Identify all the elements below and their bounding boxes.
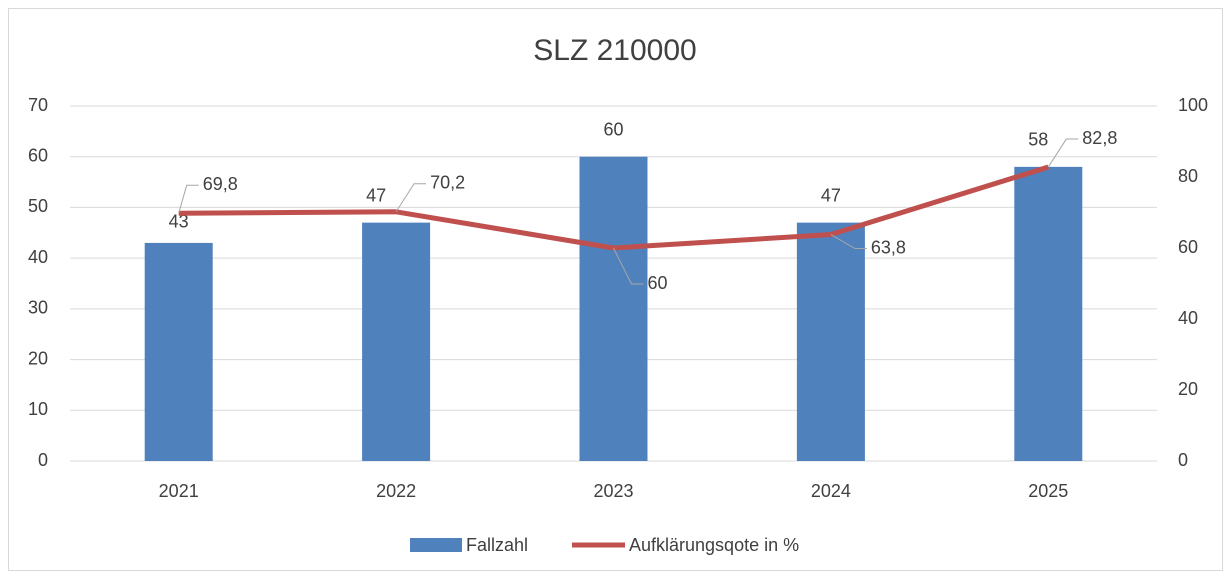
y-tick-label: 10 [28,399,48,419]
legend-label: Fallzahl [466,535,528,555]
bar [579,156,648,461]
y2-tick-label: 60 [1178,237,1198,257]
leader-line [1047,138,1079,168]
line-label: 70,2 [430,173,465,193]
y-tick-label: 0 [38,450,48,470]
y-tick-label: 40 [28,247,48,267]
bar-label: 43 [169,212,189,232]
y-tick-label: 30 [28,298,48,318]
y2-tick-label: 80 [1178,166,1198,186]
y-tick-label: 60 [28,145,48,165]
y2-tick-label: 100 [1178,95,1208,115]
bar-label: 60 [603,119,623,139]
y-tick-label: 20 [28,348,48,368]
leader-line [178,184,199,214]
y2-tick-label: 20 [1178,379,1198,399]
leader-line [830,234,867,250]
y-tick-label: 70 [28,95,48,115]
line-label: 69,8 [203,174,238,194]
x-tick-label: 2025 [1028,481,1068,501]
legend-label: Aufklärungsqote in % [629,535,799,555]
leader-line [395,183,427,213]
x-tick-label: 2022 [376,481,416,501]
x-tick-label: 2021 [159,481,199,501]
line-label: 63,8 [871,237,906,257]
y2-tick-label: 40 [1178,308,1198,328]
bar [144,242,213,461]
legend-swatch [410,538,462,552]
x-tick-label: 2024 [811,481,851,501]
bar [1014,166,1083,461]
leader-line [613,247,644,285]
bar-label: 47 [366,185,386,205]
bar-label: 47 [821,185,841,205]
bar-label: 58 [1028,130,1048,150]
bar [796,222,865,461]
y2-tick-label: 0 [1178,450,1188,470]
bar [362,222,431,461]
line-label: 60 [648,273,668,293]
y-tick-label: 50 [28,196,48,216]
line-label: 82,8 [1082,128,1117,148]
x-tick-label: 2023 [593,481,633,501]
chart-title: SLZ 210000 [533,34,696,67]
